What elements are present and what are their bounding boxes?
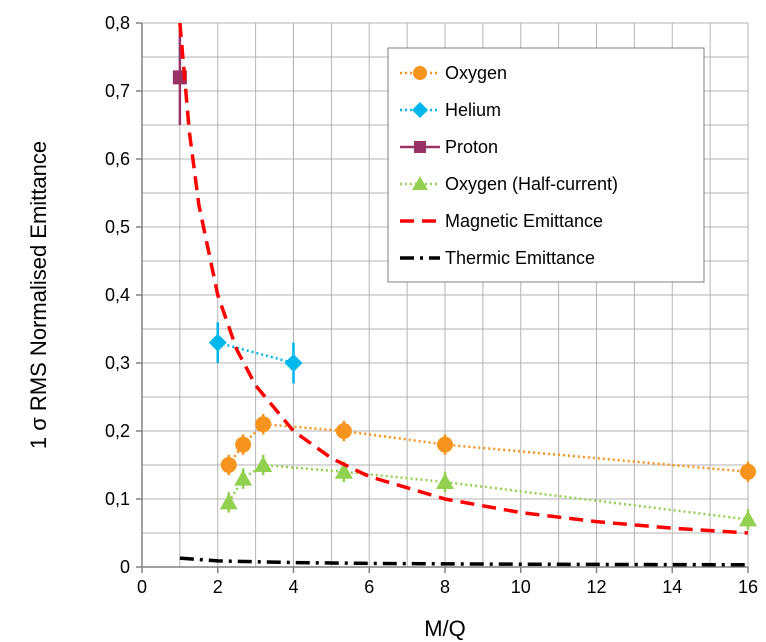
x-tick-label: 6 [364,577,374,597]
series-line [227,463,749,521]
x-axis-title: M/Q [424,616,466,641]
x-tick-label: 12 [586,577,606,597]
y-tick-label: 0,3 [105,353,130,373]
x-tick-label: 16 [738,577,758,597]
legend-box [387,47,705,283]
series-thermic-emittance [179,556,749,567]
x-tick-label: 10 [511,577,531,597]
series-line [217,341,294,365]
legend-marker [414,141,426,153]
data-point [739,510,757,527]
y-tick-label: 0,4 [105,285,130,305]
legend-item: Oxygen (Half-current) [400,174,618,194]
y-axis-title: 1 σ RMS Normalised Emittance [26,141,51,449]
data-point [220,457,237,473]
data-point [255,416,272,433]
data-point [208,333,227,352]
data-point [437,436,453,453]
data-point [436,473,454,489]
legend-marker [412,176,428,190]
y-tick-label: 0,2 [105,421,130,441]
legend-label: Helium [445,100,501,120]
legend: Oxygen Helium Proton Oxygen (Half-current) M… [387,47,705,283]
x-tick-label: 0 [137,577,147,597]
series-helium [208,322,303,384]
data-point [235,436,252,453]
legend-label: Magnetic Emittance [445,211,603,231]
series-oxygen [220,414,756,482]
x-tick-label: 2 [213,577,223,597]
legend-label: Proton [445,137,498,157]
x-tick-label: 14 [662,577,682,597]
series-oxygen-half-current [219,454,757,530]
legend-item: Proton [400,137,498,157]
legend-label: Oxygen (Half-current) [445,174,618,194]
x-tick-label: 4 [288,577,298,597]
series-layer [172,22,757,567]
y-tick-label: 0,7 [105,81,130,101]
y-tick-label: 0,5 [105,217,130,237]
y-tick-label: 0 [120,557,130,577]
series-line [179,556,749,567]
axes: 0 2 4 6 8 10 12 14 16 0 0,1 0,2 0,3 0,4 0,5 0,6 0,7 0,8 M/… [26,13,758,641]
x-tick-label: 8 [440,577,450,597]
data-point [234,469,253,486]
y-tick-label: 0,6 [105,149,130,169]
legend-marker [413,66,427,80]
data-point [335,423,352,439]
y-tick-label: 0,8 [105,13,130,33]
legend-item: Magnetic Emittance [400,211,603,231]
data-point [284,354,303,372]
legend-label: Thermic Emittance [445,248,595,268]
y-tick-label: 0,1 [105,489,130,509]
legend-label: Oxygen [445,63,507,83]
data-point [334,462,353,479]
data-point [219,493,238,510]
legend-item: Helium [400,100,501,120]
data-point [254,456,273,472]
legend-marker [412,102,428,118]
data-point [740,463,756,480]
legend-item: Thermic Emittance [400,248,595,268]
legend-item: Oxygen [400,63,507,83]
